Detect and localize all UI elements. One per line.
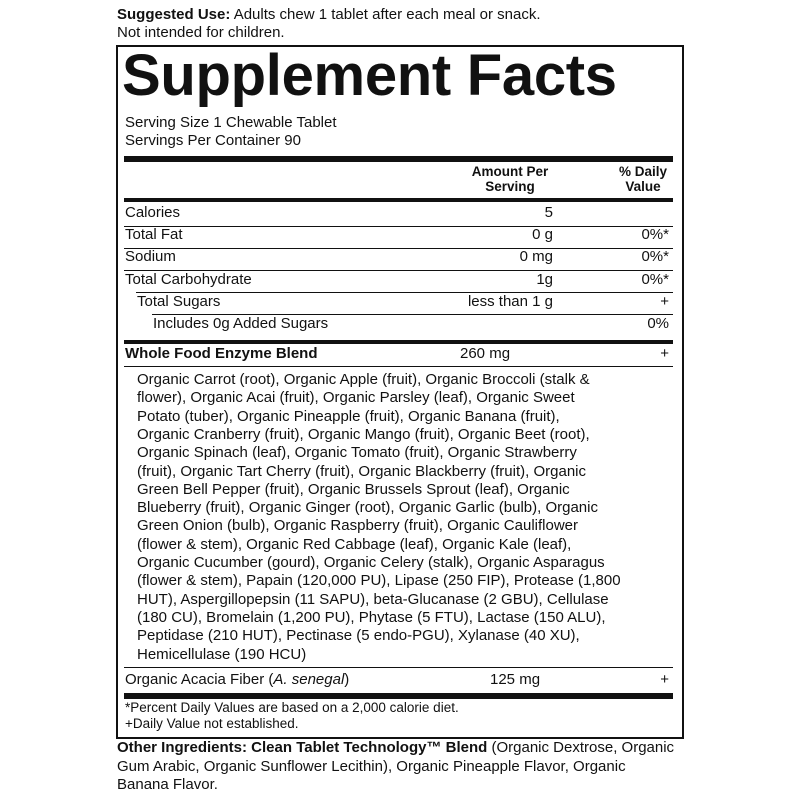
footnote: *Percent Daily Values are based on a 2,0… (125, 700, 459, 715)
rule (124, 225, 673, 227)
ingredient-line: Blueberry (fruit), Organic Ginger (root)… (137, 499, 598, 517)
row-label: Total Fat (125, 226, 183, 244)
suggested-use: Suggested Use: Adults chew 1 tablet afte… (117, 6, 541, 24)
row-amount: less than 1 g (467, 292, 553, 310)
ingredient-line: Organic Spinach (leaf), Organic Tomato (… (137, 444, 577, 462)
text: ) (344, 671, 350, 688)
rule (152, 314, 673, 316)
acacia-daily: + (660, 671, 669, 688)
row-label: Total Sugars (137, 292, 221, 310)
rule (136, 292, 673, 294)
row-daily: + (660, 292, 669, 310)
row-daily: 0%* (641, 248, 669, 266)
rule (124, 667, 673, 668)
ingredient-line: Potato (tuber), Organic Pineapple (fruit… (137, 407, 560, 425)
text: Value (625, 179, 661, 194)
suggested-use-line2: Not intended for children. (117, 24, 285, 41)
text: (Organic Dextrose, Organic Gum Arabic, O… (117, 739, 675, 793)
other-ingredients: Other Ingredients: Clean Tablet Technolo… (117, 739, 677, 795)
header-daily: % Daily Value (608, 164, 678, 194)
rule (124, 693, 673, 699)
facts-panel (116, 45, 684, 739)
ingredient-line: (flower & stem), Papain (120,000 PU), Li… (137, 572, 621, 590)
ingredient-line: Peptidase (210 HUT), Pectinase (5 endo-P… (137, 627, 580, 645)
ingredient-line: Hemicellulase (190 HCU) (137, 645, 307, 663)
blend-daily: + (660, 345, 669, 362)
rule (124, 198, 673, 202)
rule (124, 269, 673, 271)
serving-size: Serving Size 1 Chewable Tablet (125, 114, 337, 131)
rule (124, 366, 673, 367)
row-daily: 0%* (641, 270, 669, 288)
acacia-name: Organic Acacia Fiber (A. senegal) (125, 671, 349, 689)
row-daily: 0%* (641, 226, 669, 244)
text: % Daily (618, 164, 668, 179)
ingredient-line: Green Onion (bulb), Organic Raspberry (f… (137, 517, 578, 535)
title: Supplement Facts (122, 43, 617, 108)
label: Other Ingredients: Clean Tablet Technolo… (117, 739, 488, 756)
blend-name: Whole Food Enzyme Blend (125, 345, 318, 362)
header-amount: Amount Per Serving (450, 164, 570, 194)
footnote: +Daily Value not established. (125, 716, 299, 731)
rule (124, 156, 673, 162)
ingredient-line: Organic Cucumber (gourd), Organic Celery… (137, 554, 605, 571)
ingredient-line: (fruit), Organic Tart Cherry (fruit), Or… (137, 462, 586, 480)
acacia-amount: 125 mg (490, 671, 541, 688)
text: Adults chew 1 tablet after each meal or … (233, 6, 541, 23)
ingredient-line: flower), Organic Acai (fruit), Organic P… (137, 389, 575, 407)
row-amount: 5 (544, 204, 553, 221)
rule (124, 247, 673, 249)
ingredient-line: Organic Cranberry (fruit), Organic Mango… (137, 425, 590, 443)
ingredient-line: Green Bell Pepper (fruit), Organic Bruss… (137, 480, 570, 498)
label: Suggested Use: (117, 6, 231, 23)
ingredient-line: Organic Carrot (root), Organic Apple (fr… (137, 371, 590, 388)
row-amount: 0 g (532, 226, 553, 244)
row-daily: 0% (647, 315, 669, 332)
text: Amount Per (471, 164, 549, 179)
servings-per-container: Servings Per Container 90 (125, 132, 301, 149)
ingredient-line: HUT), Aspergillopepsin (11 SAPU), beta-G… (137, 590, 609, 608)
row-label: Total Carbohydrate (125, 270, 252, 288)
rule (124, 340, 673, 344)
row-amount: 0 mg (519, 248, 553, 266)
ingredient-line: (180 CU), Bromelain (1,200 PU), Phytase … (137, 608, 606, 626)
row-label: Sodium (125, 248, 176, 266)
row-amount: 1g (536, 270, 553, 288)
text: Organic Acacia Fiber ( (125, 671, 274, 688)
text: Serving (485, 179, 535, 194)
blend-amount: 260 mg (460, 345, 511, 362)
text: A. senegal (273, 671, 345, 688)
ingredient-line: (flower & stem), Organic Red Cabbage (le… (137, 535, 572, 553)
row-label: Includes 0g Added Sugars (153, 315, 329, 332)
row-label: Calories (125, 204, 181, 221)
